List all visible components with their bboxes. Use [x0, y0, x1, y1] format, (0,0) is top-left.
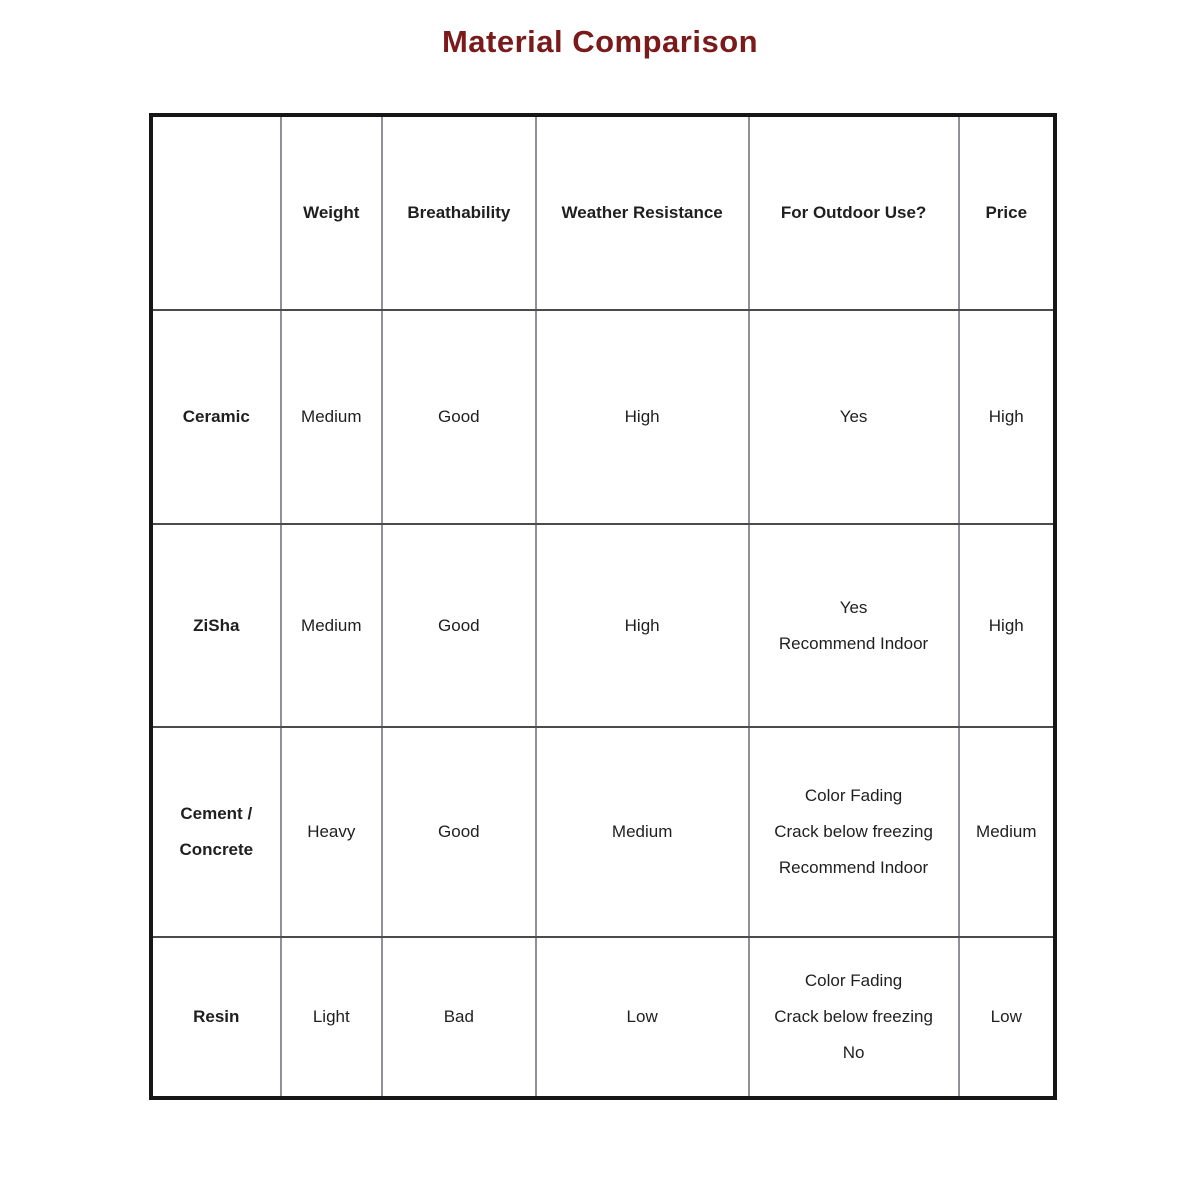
header-cell-weather-resistance: Weather Resistance: [535, 115, 750, 311]
cell-resin-price: Low: [958, 937, 1055, 1098]
cell-text: High: [988, 615, 1024, 635]
row-label-text: ZiSha: [193, 615, 240, 635]
cell-cement-breathability: Good: [382, 727, 537, 939]
header-cell-outdoor-use: For Outdoor Use?: [748, 115, 960, 311]
cell-zisha-weather-resistance: High: [535, 523, 750, 729]
cell-text-line: Crack below freezing: [774, 822, 933, 842]
material-comparison-table: Weight Breathability Weather Resistance …: [149, 113, 1057, 1100]
cell-zisha-outdoor-use: Yes Recommend Indoor: [748, 523, 960, 729]
cell-text-line: Color Fading: [804, 786, 903, 806]
cell-text: Medium: [301, 406, 362, 426]
table-row-cement-concrete: Cement / Concrete Heavy Good Medium Colo…: [151, 727, 1055, 939]
cell-text-line: No: [842, 1043, 865, 1063]
row-label-text: Resin: [193, 1007, 240, 1027]
cell-text-line: Color Fading: [804, 971, 903, 991]
row-label-ceramic: Ceramic: [151, 309, 282, 525]
cell-text-line: Yes: [839, 597, 868, 617]
header-cell-price: Price: [958, 115, 1055, 311]
cell-text: Medium: [976, 822, 1037, 842]
header-cell-blank: [151, 115, 282, 311]
cell-text: Heavy: [307, 822, 356, 842]
cell-text-line: Recommend Indoor: [778, 633, 929, 653]
cell-text: Yes: [839, 406, 868, 426]
cell-resin-breathability: Bad: [382, 937, 537, 1098]
cell-text: High: [988, 406, 1024, 426]
header-cell-breathability: Breathability: [382, 115, 537, 311]
cell-text: Low: [990, 1007, 1022, 1027]
cell-text: Bad: [443, 1007, 474, 1027]
cell-text: High: [624, 406, 660, 426]
cell-zisha-weight: Medium: [280, 523, 384, 729]
cell-ceramic-breathability: Good: [382, 309, 537, 525]
cell-ceramic-weight: Medium: [280, 309, 384, 525]
header-row: Weight Breathability Weather Resistance …: [151, 115, 1055, 311]
row-label-zisha: ZiSha: [151, 523, 282, 729]
row-label-text-line: Cement /: [180, 804, 253, 824]
header-cell-weight: Weight: [280, 115, 384, 311]
cell-text: Medium: [611, 822, 673, 842]
cell-text: Low: [626, 1007, 658, 1027]
cell-cement-outdoor-use: Color Fading Crack below freezing Recomm…: [748, 727, 960, 939]
table-row-ceramic: Ceramic Medium Good High Yes High: [151, 309, 1055, 525]
cell-text: Medium: [301, 615, 362, 635]
cell-cement-price: Medium: [958, 727, 1055, 939]
row-label-cement-concrete: Cement / Concrete: [151, 727, 282, 939]
cell-zisha-breathability: Good: [382, 523, 537, 729]
cell-cement-weather-resistance: Medium: [535, 727, 750, 939]
cell-cement-weight: Heavy: [280, 727, 384, 939]
table-row-zisha: ZiSha Medium Good High Yes Recommend Ind…: [151, 523, 1055, 729]
row-label-text: Ceramic: [182, 406, 250, 426]
cell-resin-weather-resistance: Low: [535, 937, 750, 1098]
table-row-resin: Resin Light Bad Low Color Fading Crack b…: [151, 937, 1055, 1098]
cell-resin-weight: Light: [280, 937, 384, 1098]
cell-ceramic-weather-resistance: High: [535, 309, 750, 525]
cell-text: Good: [438, 615, 480, 635]
cell-ceramic-outdoor-use: Yes: [748, 309, 960, 525]
page-title: Material Comparison: [441, 24, 759, 59]
cell-zisha-price: High: [958, 523, 1055, 729]
cell-resin-outdoor-use: Color Fading Crack below freezing No: [748, 937, 960, 1098]
row-label-resin: Resin: [151, 937, 282, 1098]
cell-text: Good: [438, 822, 480, 842]
cell-text: Light: [312, 1007, 350, 1027]
cell-text-line: Crack below freezing: [774, 1007, 933, 1027]
row-label-text-line: Concrete: [179, 840, 254, 860]
cell-text: High: [624, 615, 660, 635]
cell-text-line: Recommend Indoor: [778, 858, 929, 878]
cell-text: Good: [438, 406, 480, 426]
cell-ceramic-price: High: [958, 309, 1055, 525]
